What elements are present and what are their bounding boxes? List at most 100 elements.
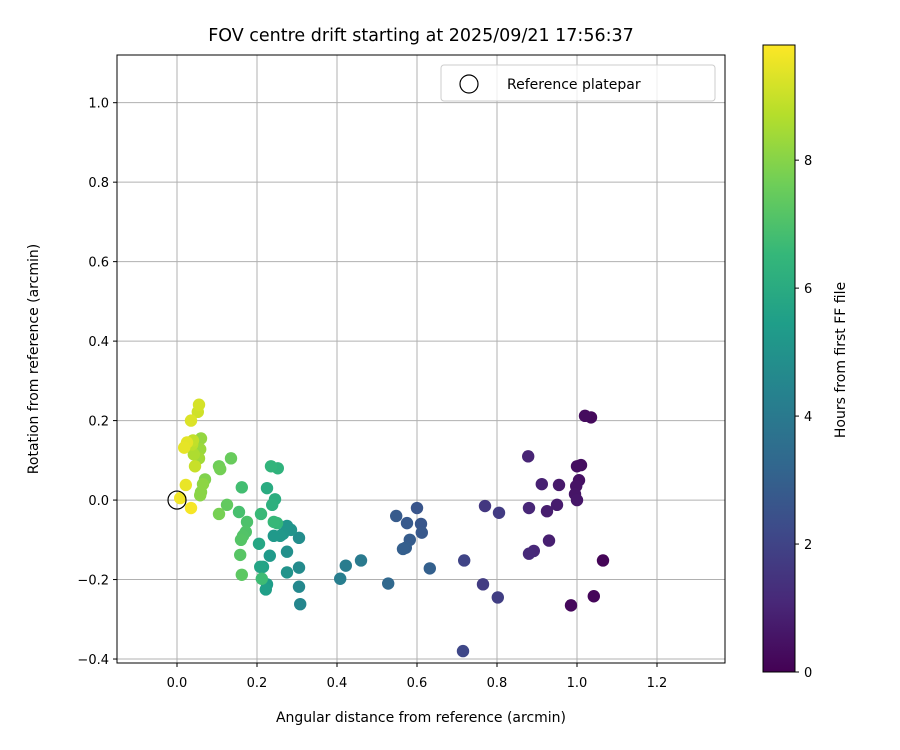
colorbar: 0 2 4 6 8 Hours from first FF file	[762, 44, 849, 681]
data-point	[292, 531, 306, 545]
data-point	[570, 493, 584, 507]
data-point	[522, 547, 536, 560]
data-point	[570, 460, 584, 473]
data-point	[456, 644, 470, 658]
x-tick-label: 0.4	[327, 676, 348, 691]
colorbar-tick-label: 6	[804, 282, 812, 297]
y-tick-label: 0.6	[88, 256, 109, 271]
grid	[117, 55, 725, 663]
data-point	[280, 545, 294, 558]
data-point	[415, 526, 428, 539]
data-point	[540, 504, 554, 518]
data-point	[410, 501, 424, 515]
data-point	[214, 462, 227, 476]
data-point	[220, 498, 234, 512]
colorbar-gradient	[762, 44, 796, 673]
data-point	[596, 554, 610, 567]
data-point	[184, 501, 198, 515]
x-tick-label: 0.6	[407, 676, 428, 691]
data-point	[196, 477, 210, 491]
reference-platepar-marker	[167, 490, 187, 510]
data-point	[550, 498, 564, 512]
data-point	[542, 534, 556, 547]
data-point	[339, 559, 352, 572]
data-point	[235, 481, 248, 494]
x-tick-label: 0.0	[167, 676, 188, 691]
data-point	[491, 591, 504, 604]
data-point	[294, 597, 307, 611]
y-tick-label: −0.4	[77, 653, 109, 668]
data-point	[235, 568, 248, 581]
data-point	[552, 478, 566, 492]
x-tick-label: 1.2	[647, 676, 668, 691]
y-tick-label: 0.0	[88, 494, 109, 509]
data-point	[267, 515, 280, 529]
data-point	[264, 460, 278, 473]
y-tick-label: −0.2	[77, 574, 109, 589]
data-point	[255, 572, 268, 585]
legend: Reference platepar	[440, 64, 716, 102]
data-point	[390, 509, 403, 523]
colorbar-tick-label: 0	[804, 666, 812, 681]
data-point	[224, 452, 238, 465]
colorbar-label: Hours from first FF file	[833, 282, 849, 438]
x-axis-ticks: 0.0 0.2 0.4 0.6 0.8 1.0 1.2	[167, 663, 668, 691]
y-tick-label: 0.8	[88, 176, 109, 191]
data-point	[232, 505, 246, 519]
data-point	[179, 478, 192, 492]
colorbar-tick-label: 2	[804, 538, 812, 553]
data-point	[212, 507, 226, 521]
data-point	[260, 481, 274, 495]
y-axis-ticks: −0.4 −0.2 0.0 0.2 0.4 0.6 0.8 1.0	[77, 97, 117, 668]
data-point	[254, 560, 267, 574]
data-point	[522, 501, 536, 515]
data-point	[280, 566, 294, 579]
data-point	[578, 409, 592, 423]
data-point	[187, 448, 200, 461]
legend-reference-marker	[459, 74, 479, 94]
data-point	[259, 583, 272, 596]
data-point	[194, 489, 207, 502]
data-point	[192, 398, 206, 411]
data-point	[263, 549, 276, 562]
data-point	[400, 516, 414, 530]
data-point	[292, 561, 306, 574]
data-point	[266, 498, 279, 512]
data-point	[478, 499, 492, 513]
data-point	[184, 414, 198, 427]
y-tick-label: 0.2	[88, 415, 109, 430]
y-axis-label: Rotation from reference (arcmin)	[26, 244, 42, 474]
data-point	[354, 554, 368, 567]
y-tick-label: 0.4	[88, 335, 109, 350]
data-point	[267, 529, 280, 543]
x-tick-label: 0.2	[247, 676, 268, 691]
legend-reference-label: Reference platepar	[507, 77, 641, 93]
y-tick-label: 1.0	[88, 97, 109, 112]
data-point	[587, 590, 600, 603]
data-points	[167, 398, 610, 658]
data-point	[492, 506, 506, 519]
colorbar-ticks: 0 2 4 6 8	[795, 154, 812, 681]
data-point	[240, 515, 254, 529]
data-point	[396, 542, 410, 556]
chart-title: FOV centre drift starting at 2025/09/21 …	[208, 26, 634, 46]
data-point	[252, 537, 266, 550]
data-point	[458, 554, 471, 567]
data-point	[174, 491, 187, 505]
data-point	[535, 477, 548, 491]
data-point	[178, 441, 191, 454]
colorbar-tick-label: 4	[804, 410, 812, 425]
data-point	[334, 572, 347, 585]
data-point	[564, 599, 578, 612]
data-point	[234, 548, 247, 562]
x-tick-label: 0.8	[487, 676, 508, 691]
data-point	[423, 562, 436, 575]
data-point	[254, 507, 268, 521]
data-point	[292, 580, 306, 593]
x-axis-label: Angular distance from reference (arcmin)	[276, 710, 566, 726]
data-point	[188, 460, 202, 473]
data-point	[476, 578, 490, 591]
data-point	[522, 450, 535, 463]
data-point	[234, 533, 248, 547]
